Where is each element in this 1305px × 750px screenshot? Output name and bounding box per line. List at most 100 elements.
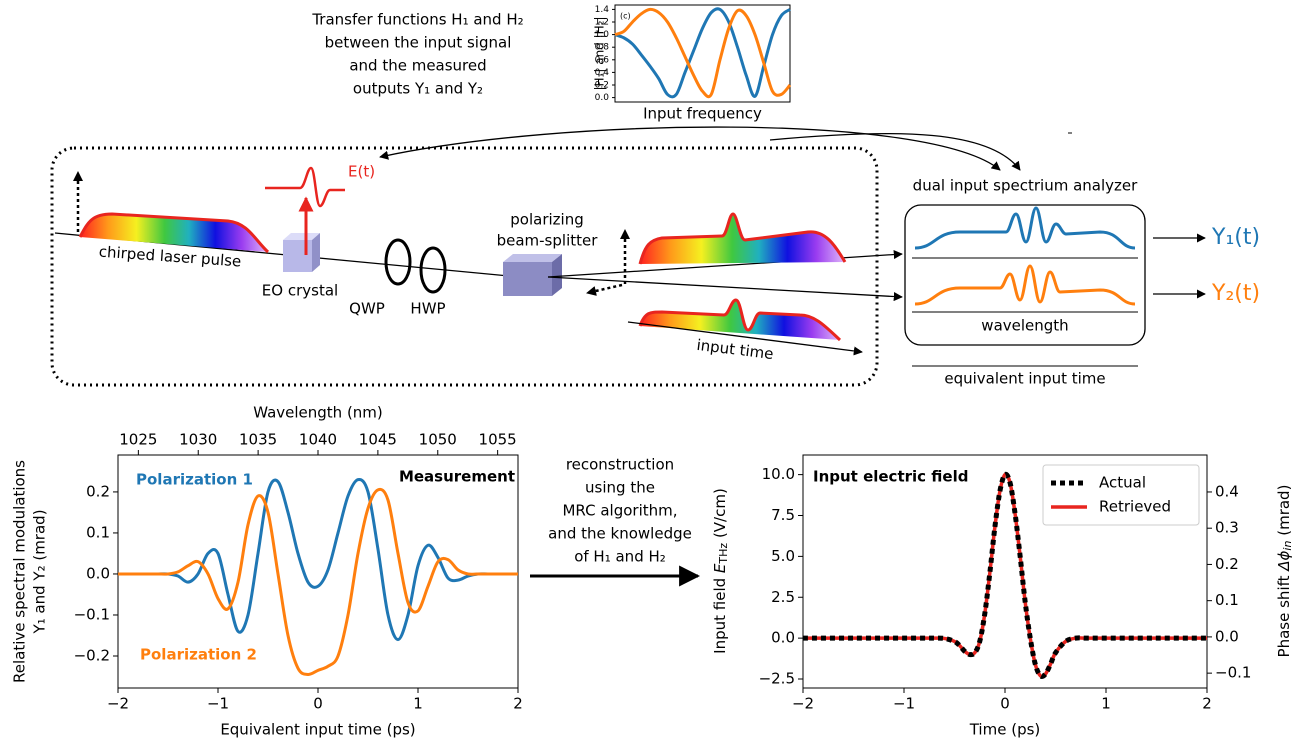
panel-label: (c) (620, 12, 631, 21)
y-tick-label: 1.4 (595, 5, 610, 15)
label-part: Phase shift (1275, 571, 1293, 658)
y-tick-label: 0.0 (771, 629, 795, 647)
y-tick-label: 0.0 (595, 93, 610, 103)
x-tick-label: −2 (107, 695, 129, 713)
field-label: E(t) (348, 163, 375, 181)
label-part: (V/cm) (711, 488, 729, 543)
series-line (803, 471, 1207, 679)
splitter-side (552, 254, 562, 296)
time-arrow (627, 321, 863, 356)
x-tick-label: 2 (513, 695, 523, 713)
x2-tick-label: 1025 (119, 431, 157, 449)
output-label: Y₂(t) (1211, 281, 1260, 306)
y-tick-label: 0.1 (86, 523, 110, 541)
beam-arrow (547, 276, 903, 302)
legend-label: Actual (1099, 474, 1146, 492)
pulse (80, 214, 268, 252)
y-tick-label: 0.2 (86, 482, 110, 500)
series-label: Polarization 2 (140, 646, 257, 664)
y-axis-label: |H₁| and |H₂| (593, 16, 607, 90)
y-tick-label: 2.5 (771, 588, 795, 606)
series-line (614, 7, 791, 99)
y-tick-label: 0.4 (595, 68, 610, 78)
crystal-side (312, 233, 320, 272)
analyzer (904, 204, 1146, 346)
x-tick-label: 0 (1000, 695, 1010, 713)
field-pulse (265, 166, 345, 208)
note-line: using the (585, 479, 655, 497)
crystal (283, 240, 312, 272)
y-tick-label: −0.2 (74, 647, 110, 665)
label-part: Δϕ (1275, 550, 1293, 571)
x2-axis-label: Wavelength (nm) (253, 404, 383, 422)
transfer-note: Transfer functions H₁ and H₂ between the… (311, 11, 523, 98)
x2-tick-label: 1035 (239, 431, 277, 449)
y2-tick-label: 0.2 (1215, 555, 1239, 573)
y-tick-label: 5.0 (771, 547, 795, 565)
splitter (503, 262, 552, 296)
series-label: Polarization 1 (136, 471, 253, 489)
plot-frame (117, 454, 519, 689)
y2-tick-label: 0.0 (1215, 627, 1239, 645)
crystal-top (283, 233, 320, 240)
label-part: (mrad) (1275, 485, 1293, 541)
dotted-arrow (586, 283, 623, 296)
y-tick-label: 1.0 (595, 30, 610, 40)
chart-title: Measurement (399, 468, 515, 486)
splitter-label: beam-splitter (497, 232, 599, 250)
x-tick-label: 0 (313, 695, 323, 713)
time-label: input time (696, 336, 775, 363)
y-tick-label: −0.1 (74, 605, 110, 623)
y-axis-label: Relative spectral modulations (11, 460, 29, 683)
x2-tick-label: 1055 (479, 431, 517, 449)
link-arrow (769, 132, 1021, 171)
x-tick-label: 2 (1202, 695, 1212, 713)
x2-tick-label: 1045 (359, 431, 397, 449)
label-part: E (711, 563, 729, 573)
label-part: THz (717, 543, 730, 565)
y2-tick-label: 0.3 (1215, 519, 1239, 537)
series-line (118, 487, 518, 676)
equivalent-label: equivalent input time (944, 370, 1105, 388)
analyzer-label: dual input spectrium analyzer (913, 177, 1138, 195)
note-line: between the input signal (325, 34, 512, 52)
x2-tick-label: 1050 (419, 431, 457, 449)
pulse (640, 300, 840, 340)
label-part: in (1281, 541, 1294, 551)
series-line (614, 7, 792, 99)
note-line: and the knowledge (548, 525, 692, 543)
legend-label: Retrieved (1099, 498, 1171, 516)
y-tick-label: 0.2 (595, 80, 609, 90)
note-line: MRC algorithm, (562, 502, 677, 520)
note-line: reconstruction (566, 456, 674, 474)
x-tick-label: 1 (1101, 695, 1111, 713)
qwp-label: QWP (349, 300, 385, 318)
pulse-outline (638, 212, 847, 265)
qwp (384, 238, 412, 286)
setup-frame (50, 146, 879, 387)
y-tick-label: 10.0 (762, 465, 795, 483)
y-tick-label: 1.2 (595, 18, 609, 28)
x-tick-label: −2 (792, 695, 814, 713)
reconstruction-note: reconstruction using the MRC algorithm, … (548, 456, 692, 566)
x-tick-label: 1 (413, 695, 423, 713)
splitter-label: polarizing (510, 211, 583, 229)
x-tick-label: −1 (893, 695, 915, 713)
splitter-top (503, 254, 562, 262)
y-tick-label: 0.0 (86, 564, 110, 582)
x-tick-label: −1 (207, 695, 229, 713)
note-line: Transfer functions H₁ and H₂ (311, 11, 523, 29)
x-axis-label: Time (ps) (969, 721, 1041, 739)
note-line: of H₁ and H₂ (574, 548, 666, 566)
y2-axis-label: Phase shift Δϕin (mrad) (1275, 485, 1295, 658)
y-tick-label: 0.6 (595, 55, 610, 65)
legend-box (1042, 464, 1200, 526)
x-axis-label: Equivalent input time (ps) (220, 721, 415, 739)
note-line: outputs Y₁ and Y₂ (353, 80, 483, 98)
output-label: Y₁(t) (1211, 225, 1260, 250)
y2-tick-label: 0.4 (1215, 482, 1239, 500)
y-tick-label: −2.5 (759, 670, 795, 688)
note-line: and the measured (349, 57, 486, 75)
spectrum-1 (914, 206, 1136, 250)
